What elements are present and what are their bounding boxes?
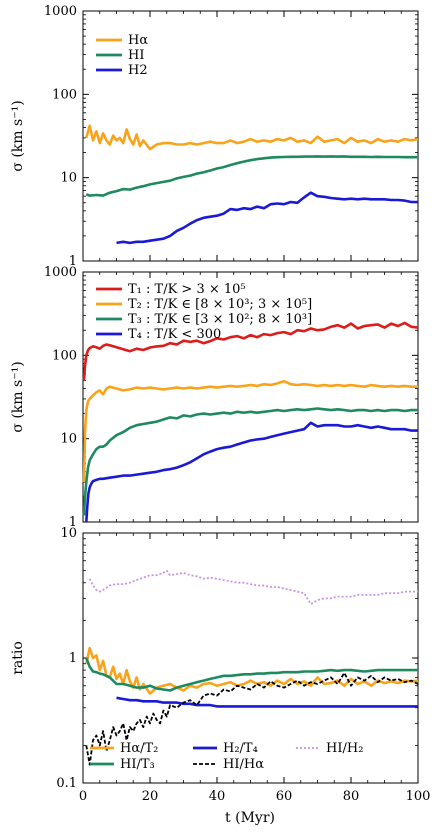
y-tick-label: 1 [69,651,77,666]
y-tick-label: 10 [60,171,77,186]
x-tick-label: 0 [79,789,87,804]
series-line-1 [82,379,418,483]
series-line-1 [85,657,418,692]
series-line-1 [85,155,418,197]
y-tick-label: 100 [52,87,77,102]
x-tick-label: 40 [209,789,226,804]
y-tick-label: 100 [52,348,77,363]
series-line-0 [85,124,419,151]
series-line-4 [88,569,418,605]
y-axis-label: σ (km s⁻¹) [10,100,26,171]
y-tick-label: 1 [69,515,77,530]
x-tick-label: 100 [406,789,431,804]
y-tick-label: 1000 [44,4,77,19]
series-line-2 [82,407,418,516]
y-tick-label: 1000 [44,265,77,280]
y-axis-label: σ (km s⁻¹) [10,361,26,432]
y-axis-label: ratio [10,641,26,675]
legend-label: H₂/T₄ [223,741,258,756]
legend-label: T₂ : T/K ∈ [8 × 10³; 3 × 10⁵] [128,297,312,312]
series-line-0 [85,646,419,695]
legend-label: HI/Hα [223,757,264,772]
y-tick-label: 1 [69,254,77,269]
y-tick-label: 10 [60,432,77,447]
legend-label: T₁ : T/K > 3 × 10⁵ [128,282,246,297]
x-tick-label: 80 [343,789,360,804]
x-tick-label: 20 [142,789,159,804]
y-tick-label: 0.1 [56,776,77,791]
series-line-2 [116,191,418,245]
legend-label: T₄ : T/K < 300 [128,327,221,342]
x-tick-label: 60 [276,789,293,804]
legend-label: HI/H₂ [326,741,363,756]
legend-label: Hα [128,33,148,48]
legend-label: H2 [128,63,148,78]
legend-label: Hα/T₂ [120,741,158,756]
series-line-2 [116,696,418,708]
series-line-3 [85,672,419,766]
legend-label: T₃ : T/K ∈ [3 × 10²; 8 × 10³] [128,312,312,327]
series-line-3 [85,421,418,523]
legend-label: HI/T₃ [120,757,155,772]
legend-label: HI [128,48,144,63]
x-axis-label: t (Myr) [225,810,275,826]
y-tick-label: 10 [60,526,77,541]
series-line-0 [82,321,419,381]
panel-middle: 1 10 100 1000 σ (km s⁻¹) T₁ : T/K > 3 × 10⁵… [10,265,419,530]
